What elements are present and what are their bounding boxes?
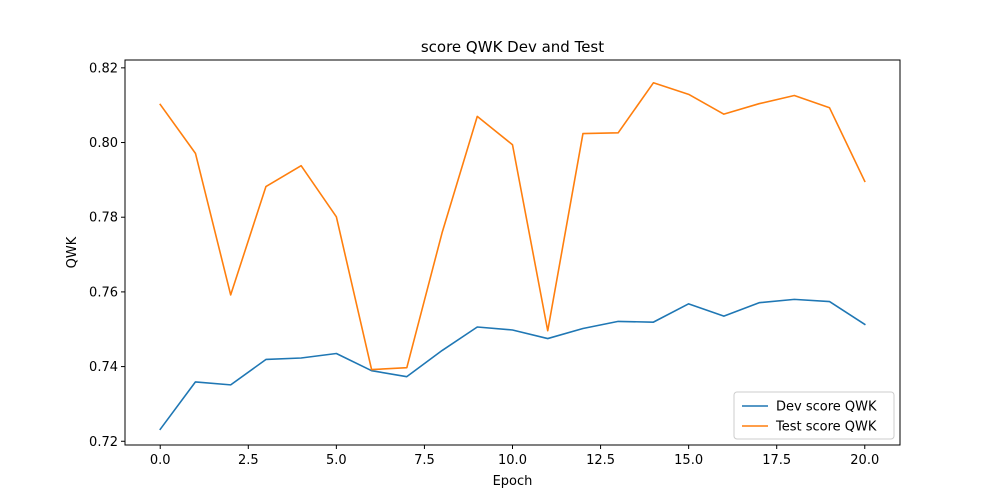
x-tick-label: 7.5: [414, 453, 435, 468]
y-axis-title: QWK: [65, 236, 80, 268]
x-tick-label: 10.0: [498, 453, 527, 468]
y-tick-label: 0.78: [89, 211, 118, 226]
y-tick-label: 0.82: [89, 61, 118, 76]
y-axis: 0.72 0.74 0.76 0.78 0.80 0.82: [89, 61, 125, 450]
x-tick-label: 0.0: [150, 453, 171, 468]
legend-label: Test score QWK: [775, 420, 877, 435]
x-axis-title: Epoch: [493, 474, 533, 489]
chart-title: score QWK Dev and Test: [421, 38, 604, 56]
y-tick-label: 0.72: [89, 435, 118, 450]
x-tick-label: 2.5: [238, 453, 259, 468]
legend-label: Dev score QWK: [776, 400, 877, 415]
series-line-test: [159, 81, 866, 371]
legend: Dev score QWK Test score QWK: [733, 391, 895, 440]
x-axis: 0.0 2.5 5.0 7.5 10.0 12.5 15.0 17.5 20.0: [150, 445, 879, 468]
x-tick-label: 12.5: [586, 453, 615, 468]
y-tick-label: 0.80: [89, 136, 118, 151]
x-tick-label: 15.0: [674, 453, 703, 468]
y-tick-label: 0.76: [89, 285, 118, 300]
x-tick-label: 17.5: [762, 453, 791, 468]
x-tick-label: 5.0: [326, 453, 347, 468]
series-line-dev: [159, 298, 866, 431]
series-layer: [159, 81, 866, 431]
y-tick-label: 0.74: [89, 360, 118, 375]
legend-box: [733, 391, 895, 440]
x-tick-label: 20.0: [850, 453, 879, 468]
